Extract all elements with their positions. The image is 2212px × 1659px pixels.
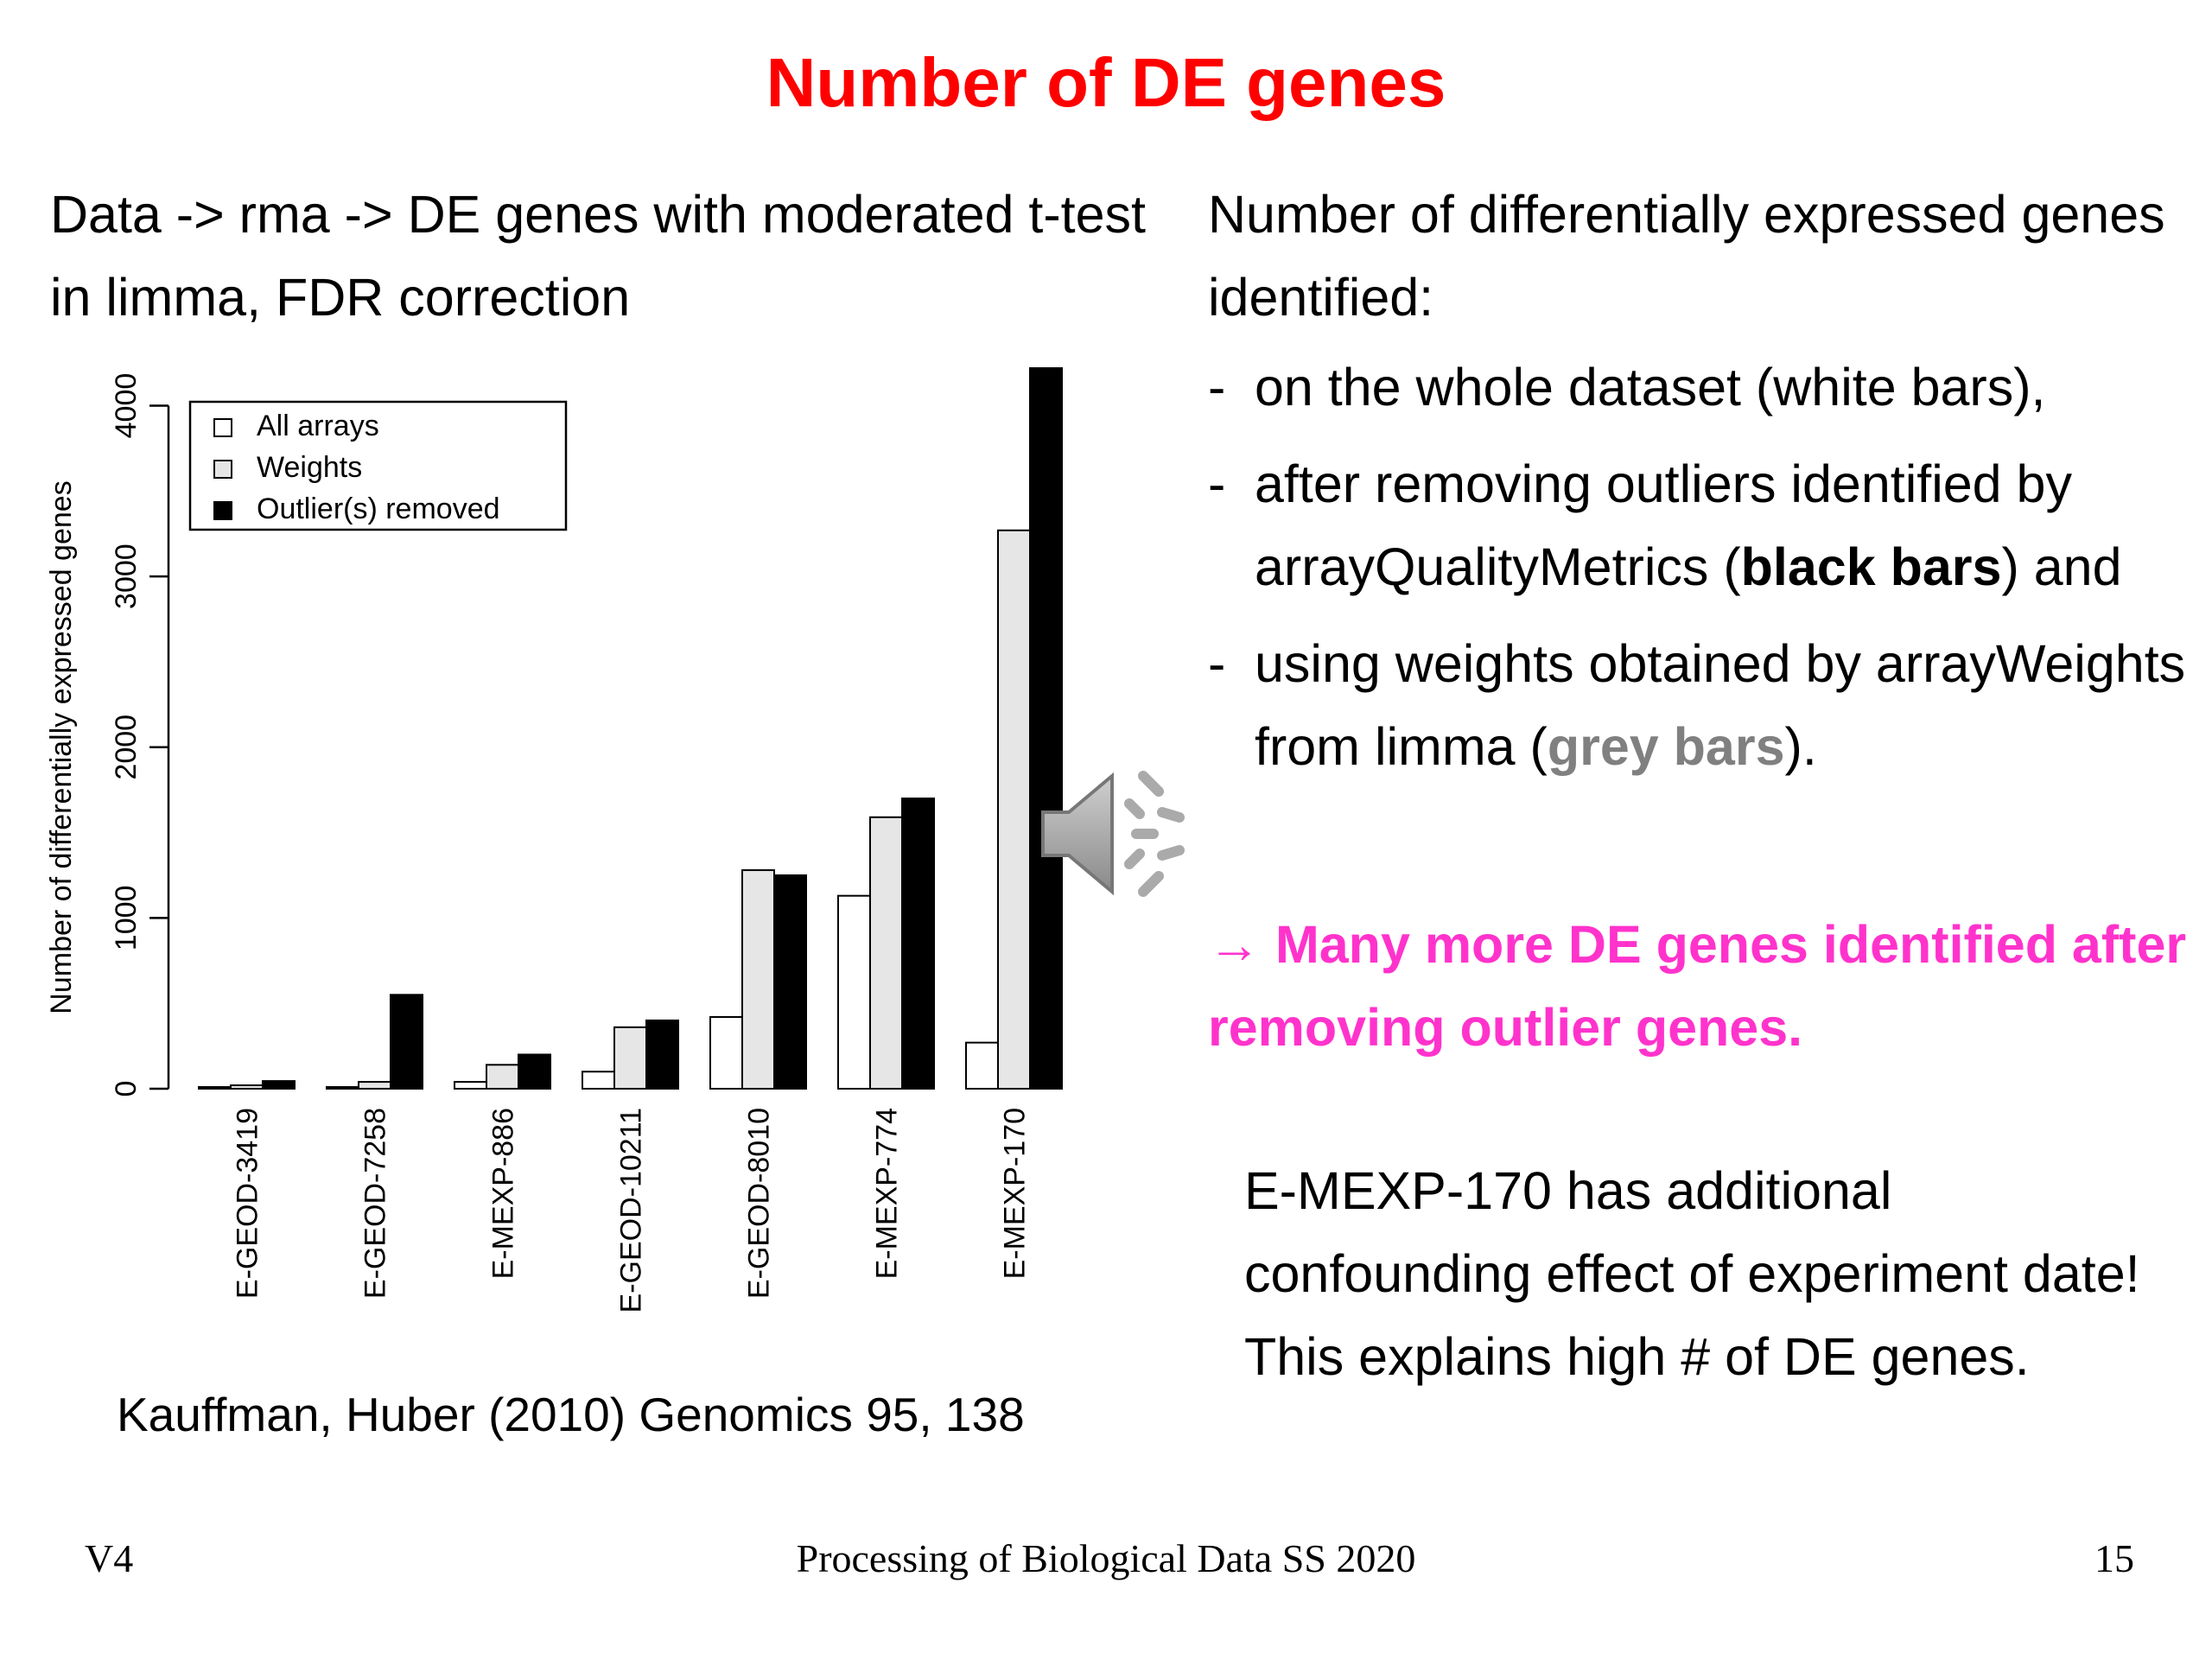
bar [454, 1081, 487, 1090]
legend-label: Weights [257, 451, 362, 484]
speaker-volume-icon[interactable] [1033, 760, 1205, 907]
y-axis-label: Number of differentially expressed genes [45, 480, 78, 1014]
bar-chart: 0 1000 2000 3000 4000 Number of differentiall… [45, 367, 1063, 1313]
right-heading: Number of differentially expressed genes… [1208, 185, 2165, 327]
bar [869, 816, 903, 1090]
bar [965, 1041, 999, 1090]
bullet-item: - after removing outliers identified by … [1208, 442, 2202, 608]
bar [518, 1053, 551, 1090]
y-tick-label: 0 [110, 1081, 143, 1097]
bar [582, 1071, 615, 1090]
slide-title: Number of DE genes [766, 44, 1446, 121]
legend-swatch [213, 501, 232, 520]
citation: Kauffman, Huber (2010) Genomics 95, 138 [117, 1388, 1025, 1441]
legend-label: All arrays [257, 410, 379, 442]
bar [613, 1026, 647, 1090]
bar [262, 1080, 296, 1090]
x-tick-label: E-MEXP-774 [871, 1108, 904, 1279]
x-tick-label: E-MEXP-170 [999, 1108, 1032, 1279]
bar [773, 874, 807, 1090]
bar [390, 994, 423, 1090]
bullet-text: using weights obtained by arrayWeights f… [1255, 634, 2186, 776]
bar [645, 1019, 679, 1090]
bullet-text: ). [1784, 717, 1817, 776]
legend-label: Outlier(s) removed [257, 493, 500, 525]
bar [709, 1016, 743, 1090]
footer-center: Processing of Biological Data SS 2020 [796, 1536, 1416, 1580]
bar [997, 529, 1031, 1090]
y-tick-label: 4000 [110, 373, 143, 439]
bar [837, 894, 871, 1090]
footer-page-number: 15 [2094, 1536, 2134, 1580]
x-tick-label: E-GEOD-8010 [743, 1108, 776, 1299]
bullet-text: on the whole dataset (white bars), [1255, 358, 2046, 416]
bullet-item: - using weights obtained by arrayWeights… [1208, 622, 2202, 788]
bar [198, 1086, 232, 1090]
x-tick-label: E-MEXP-886 [487, 1108, 520, 1279]
bullet-emphasis-black: black bars [1740, 537, 2002, 596]
bar [741, 869, 775, 1090]
footer-left: V4 [85, 1536, 134, 1580]
bar [1029, 367, 1063, 1090]
bullet-item: - on the whole dataset (white bars), [1208, 346, 2202, 429]
bar [901, 798, 935, 1090]
conclusion-text: → Many more DE genes identified after re… [1208, 915, 2187, 1057]
y-tick-label: 1000 [110, 886, 143, 951]
y-tick-label: 2000 [110, 715, 143, 780]
bullet-dash: - [1208, 358, 1226, 416]
bar [486, 1064, 519, 1090]
bullet-dash: - [1208, 454, 1226, 513]
bullet-list: - on the whole dataset (white bars), - a… [1208, 346, 2202, 802]
legend-swatch [213, 418, 232, 437]
bullet-dash: - [1208, 634, 1226, 693]
x-tick-label: E-GEOD-3419 [232, 1108, 264, 1299]
bar [326, 1086, 359, 1090]
x-tick-label: E-GEOD-7258 [359, 1108, 392, 1299]
bullet-text: ) and [2001, 537, 2122, 596]
bullet-emphasis-grey: grey bars [1547, 717, 1785, 776]
bullet-text: after removing outliers identified by ar… [1255, 454, 2072, 596]
bar [358, 1081, 391, 1090]
note-text: E-MEXP-170 has additional confounding ef… [1244, 1161, 2140, 1386]
legend-swatch [213, 460, 232, 479]
y-tick-label: 3000 [110, 543, 143, 609]
x-tick-label: E-GEOD-10211 [615, 1108, 648, 1313]
bar [230, 1084, 264, 1090]
legend-box [188, 400, 568, 531]
intro-text: Data -> rma -> DE genes with moderated t… [50, 185, 1146, 327]
